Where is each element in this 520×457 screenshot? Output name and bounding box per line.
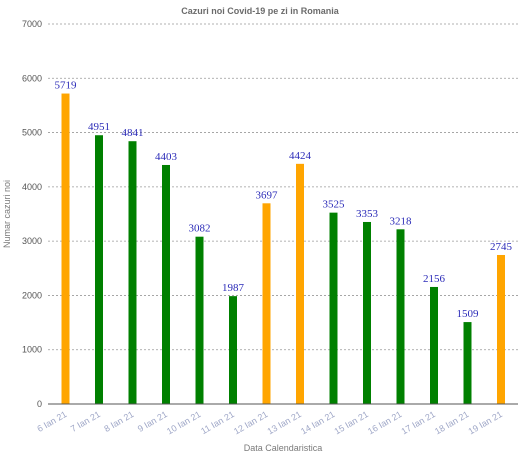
bar xyxy=(128,141,137,404)
x-tick-label: 11 Ian 21 xyxy=(199,409,236,436)
bar-value-label: 3353 xyxy=(356,208,379,220)
bar-value-label: 4841 xyxy=(122,127,144,139)
bar-value-label: 3082 xyxy=(189,223,211,235)
bar xyxy=(363,221,371,404)
bar-value-label: 4403 xyxy=(155,151,178,163)
x-axis-title: Data Calendaristica xyxy=(244,443,323,453)
bar xyxy=(195,236,204,404)
bar-value-label: 4951 xyxy=(88,121,110,133)
bar xyxy=(396,229,405,404)
bar xyxy=(497,254,505,404)
chart-title: Cazuri noi Covid-19 pe zi in Romania xyxy=(181,6,340,16)
x-tick-label: 13 Ian 21 xyxy=(265,409,303,436)
x-tick-label: 12 Ian 21 xyxy=(232,409,270,436)
y-axis-ticks: 0 1000 2000 3000 4000 5000 6000 7000 xyxy=(22,19,42,409)
bar xyxy=(229,296,237,404)
x-tick-label: 18 Ian 21 xyxy=(433,409,471,436)
x-tick-label: 10 Ian 21 xyxy=(165,409,203,436)
bars xyxy=(61,93,505,404)
x-tick-label: 9 Ian 21 xyxy=(136,409,169,434)
bar-value-label: 3218 xyxy=(390,215,413,227)
bar xyxy=(61,93,70,404)
y-tick-label: 0 xyxy=(37,399,42,409)
x-tick-label: 15 Ian 21 xyxy=(332,409,370,436)
bar xyxy=(262,203,271,404)
y-axis-title: Numar cazuri noi xyxy=(2,180,12,248)
y-tick-label: 4000 xyxy=(22,182,42,192)
bar-value-label: 1509 xyxy=(457,308,480,320)
bar xyxy=(463,322,472,404)
bar-value-label: 5719 xyxy=(55,80,78,92)
bar-value-label: 2156 xyxy=(423,273,446,285)
y-tick-label: 6000 xyxy=(22,73,42,83)
bar-value-label: 2745 xyxy=(490,241,513,253)
bar-value-label: 4424 xyxy=(289,150,312,162)
bar xyxy=(430,286,438,404)
x-tick-label: 19 Ian 21 xyxy=(466,409,504,436)
bar-value-label: 3697 xyxy=(256,189,279,201)
bar xyxy=(95,135,103,404)
bar xyxy=(329,212,338,404)
bar xyxy=(296,163,304,404)
x-tick-label: 16 Ian 21 xyxy=(366,409,404,436)
y-tick-label: 5000 xyxy=(22,128,42,138)
x-tick-label: 8 Ian 21 xyxy=(102,409,135,434)
y-tick-label: 2000 xyxy=(22,290,42,300)
x-tick-label: 7 Ian 21 xyxy=(69,409,102,434)
y-tick-label: 1000 xyxy=(22,345,42,355)
x-tick-label: 6 Ian 21 xyxy=(35,409,68,434)
bar-value-label: 3525 xyxy=(323,199,346,211)
data-labels: 5719 4951 4841 4403 3082 1987 3697 4424 3525 3353… xyxy=(55,80,513,321)
bar-value-label: 1987 xyxy=(222,282,245,294)
bar xyxy=(162,164,170,404)
y-tick-label: 7000 xyxy=(22,19,42,29)
y-tick-label: 3000 xyxy=(22,236,42,246)
x-tick-label: 17 Ian 21 xyxy=(399,409,437,436)
gridlines xyxy=(48,23,518,351)
x-tick-label: 14 Ian 21 xyxy=(299,409,337,436)
